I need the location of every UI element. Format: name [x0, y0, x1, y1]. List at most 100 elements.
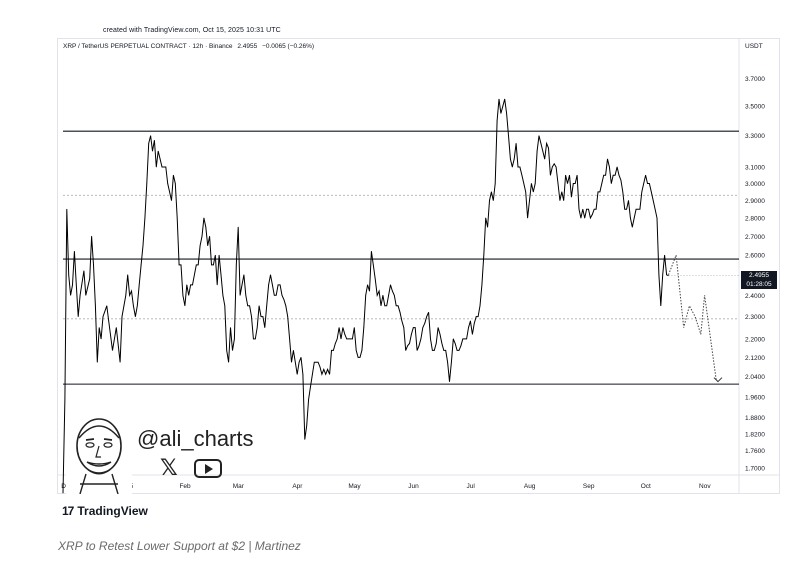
- x-tick-label-11: Nov: [699, 483, 711, 490]
- price-point-290: [631, 226, 633, 228]
- price-point-54: [182, 294, 184, 296]
- price-point-264: [582, 208, 584, 210]
- price-point-23: [115, 327, 117, 328]
- price-point-178: [418, 345, 420, 347]
- price-point-265: [584, 217, 586, 219]
- price-point-247: [550, 174, 551, 176]
- price-point-262: [578, 208, 580, 210]
- x-tick-label-3: Mar: [233, 483, 245, 490]
- y-tick-label-11: 2.2000: [745, 336, 765, 343]
- price-point-200: [460, 345, 462, 347]
- price-point-134: [334, 343, 336, 344]
- price-point-267: [588, 208, 589, 210]
- price-point-282: [616, 166, 618, 168]
- price-point-221: [500, 113, 502, 114]
- price-point-192: [445, 350, 447, 351]
- price-point-93: [256, 327, 258, 328]
- price-point-29: [131, 290, 132, 292]
- price-point-308: [666, 274, 667, 276]
- price-point-6: [74, 250, 75, 252]
- price-point-115: [298, 361, 300, 363]
- price-point-180: [422, 327, 424, 328]
- price-point-259: [572, 183, 574, 184]
- price-point-269: [591, 214, 593, 215]
- price-point-215: [489, 200, 490, 201]
- price-point-234: [525, 191, 527, 193]
- y-tick-label-5: 2.9000: [745, 198, 765, 205]
- price-point-255: [565, 174, 566, 176]
- x-tick-label-4: Apr: [292, 483, 303, 490]
- price-point-199: [458, 350, 460, 351]
- price-point-206: [472, 333, 473, 335]
- x-tick-label-10: Oct: [641, 483, 651, 490]
- price-point-101: [272, 284, 273, 286]
- price-point-34: [140, 264, 142, 266]
- price-point-214: [487, 226, 488, 228]
- price-point-252: [559, 200, 561, 201]
- price-point-289: [630, 217, 631, 219]
- price-point-116: [300, 357, 302, 358]
- price-point-238: [532, 191, 534, 193]
- y-tick-label-12: 2.1200: [745, 355, 765, 362]
- price-point-85: [241, 284, 243, 286]
- author-handle: @ali_charts: [137, 426, 254, 451]
- price-point-1: [64, 398, 66, 400]
- price-point-151: [367, 284, 368, 286]
- price-point-166: [395, 305, 397, 307]
- price-point-195: [451, 361, 452, 363]
- price-point-96: [262, 316, 264, 317]
- price-point-155: [374, 278, 376, 280]
- price-point-69: [211, 264, 212, 266]
- price-point-301: [652, 200, 654, 201]
- price-point-170: [403, 327, 405, 328]
- price-point-275: [603, 174, 605, 176]
- x-tick-label-7: Jul: [466, 483, 475, 490]
- price-point-299: [649, 183, 650, 184]
- price-point-295: [641, 191, 643, 193]
- price-point-125: [317, 361, 319, 363]
- chart-svg: 3.7000 3.5000 3.3000 3.1000 3.0000 2.9000 2.80…: [57, 38, 780, 494]
- price-point-9: [79, 294, 81, 296]
- price-point-81: [234, 338, 235, 340]
- price-point-224: [506, 113, 507, 114]
- price-point-186: [433, 350, 435, 351]
- price-point-277: [607, 158, 608, 160]
- price-point-232: [521, 174, 523, 176]
- price-point-196: [452, 338, 454, 340]
- price-point-106: [281, 294, 283, 296]
- price-point-278: [609, 166, 610, 168]
- price-point-119: [306, 425, 308, 427]
- price-point-287: [626, 208, 627, 210]
- price-point-251: [557, 183, 559, 184]
- price-point-258: [571, 196, 572, 198]
- price-point-35: [142, 245, 144, 246]
- price-point-98: [266, 305, 268, 307]
- price-point-67: [207, 245, 209, 246]
- price-point-109: [287, 316, 289, 317]
- price-point-162: [388, 294, 389, 296]
- price-point-138: [342, 327, 344, 328]
- price-point-168: [399, 311, 401, 313]
- price-point-131: [329, 373, 330, 375]
- price-point-246: [548, 147, 549, 149]
- price-point-111: [291, 361, 292, 363]
- price-point-17: [98, 327, 100, 328]
- price-point-261: [576, 174, 578, 176]
- price-point-216: [491, 191, 492, 193]
- price-point-61: [195, 264, 197, 266]
- price-point-169: [401, 320, 403, 322]
- price-point-187: [435, 343, 437, 344]
- price-point-280: [612, 174, 614, 176]
- price-point-243: [542, 150, 544, 152]
- price-point-74: [220, 274, 222, 276]
- price-point-113: [294, 361, 296, 363]
- price-point-193: [447, 361, 448, 363]
- y-tick-label-10: 2.3000: [745, 314, 765, 321]
- y-tick-label-7: 2.7000: [745, 234, 765, 241]
- price-point-279: [610, 183, 612, 184]
- price-point-88: [247, 305, 249, 307]
- y-tick-label-16: 1.8200: [745, 431, 765, 438]
- x-tick-label-2: Feb: [179, 483, 191, 490]
- price-point-28: [129, 294, 130, 296]
- price-point-87: [245, 294, 247, 296]
